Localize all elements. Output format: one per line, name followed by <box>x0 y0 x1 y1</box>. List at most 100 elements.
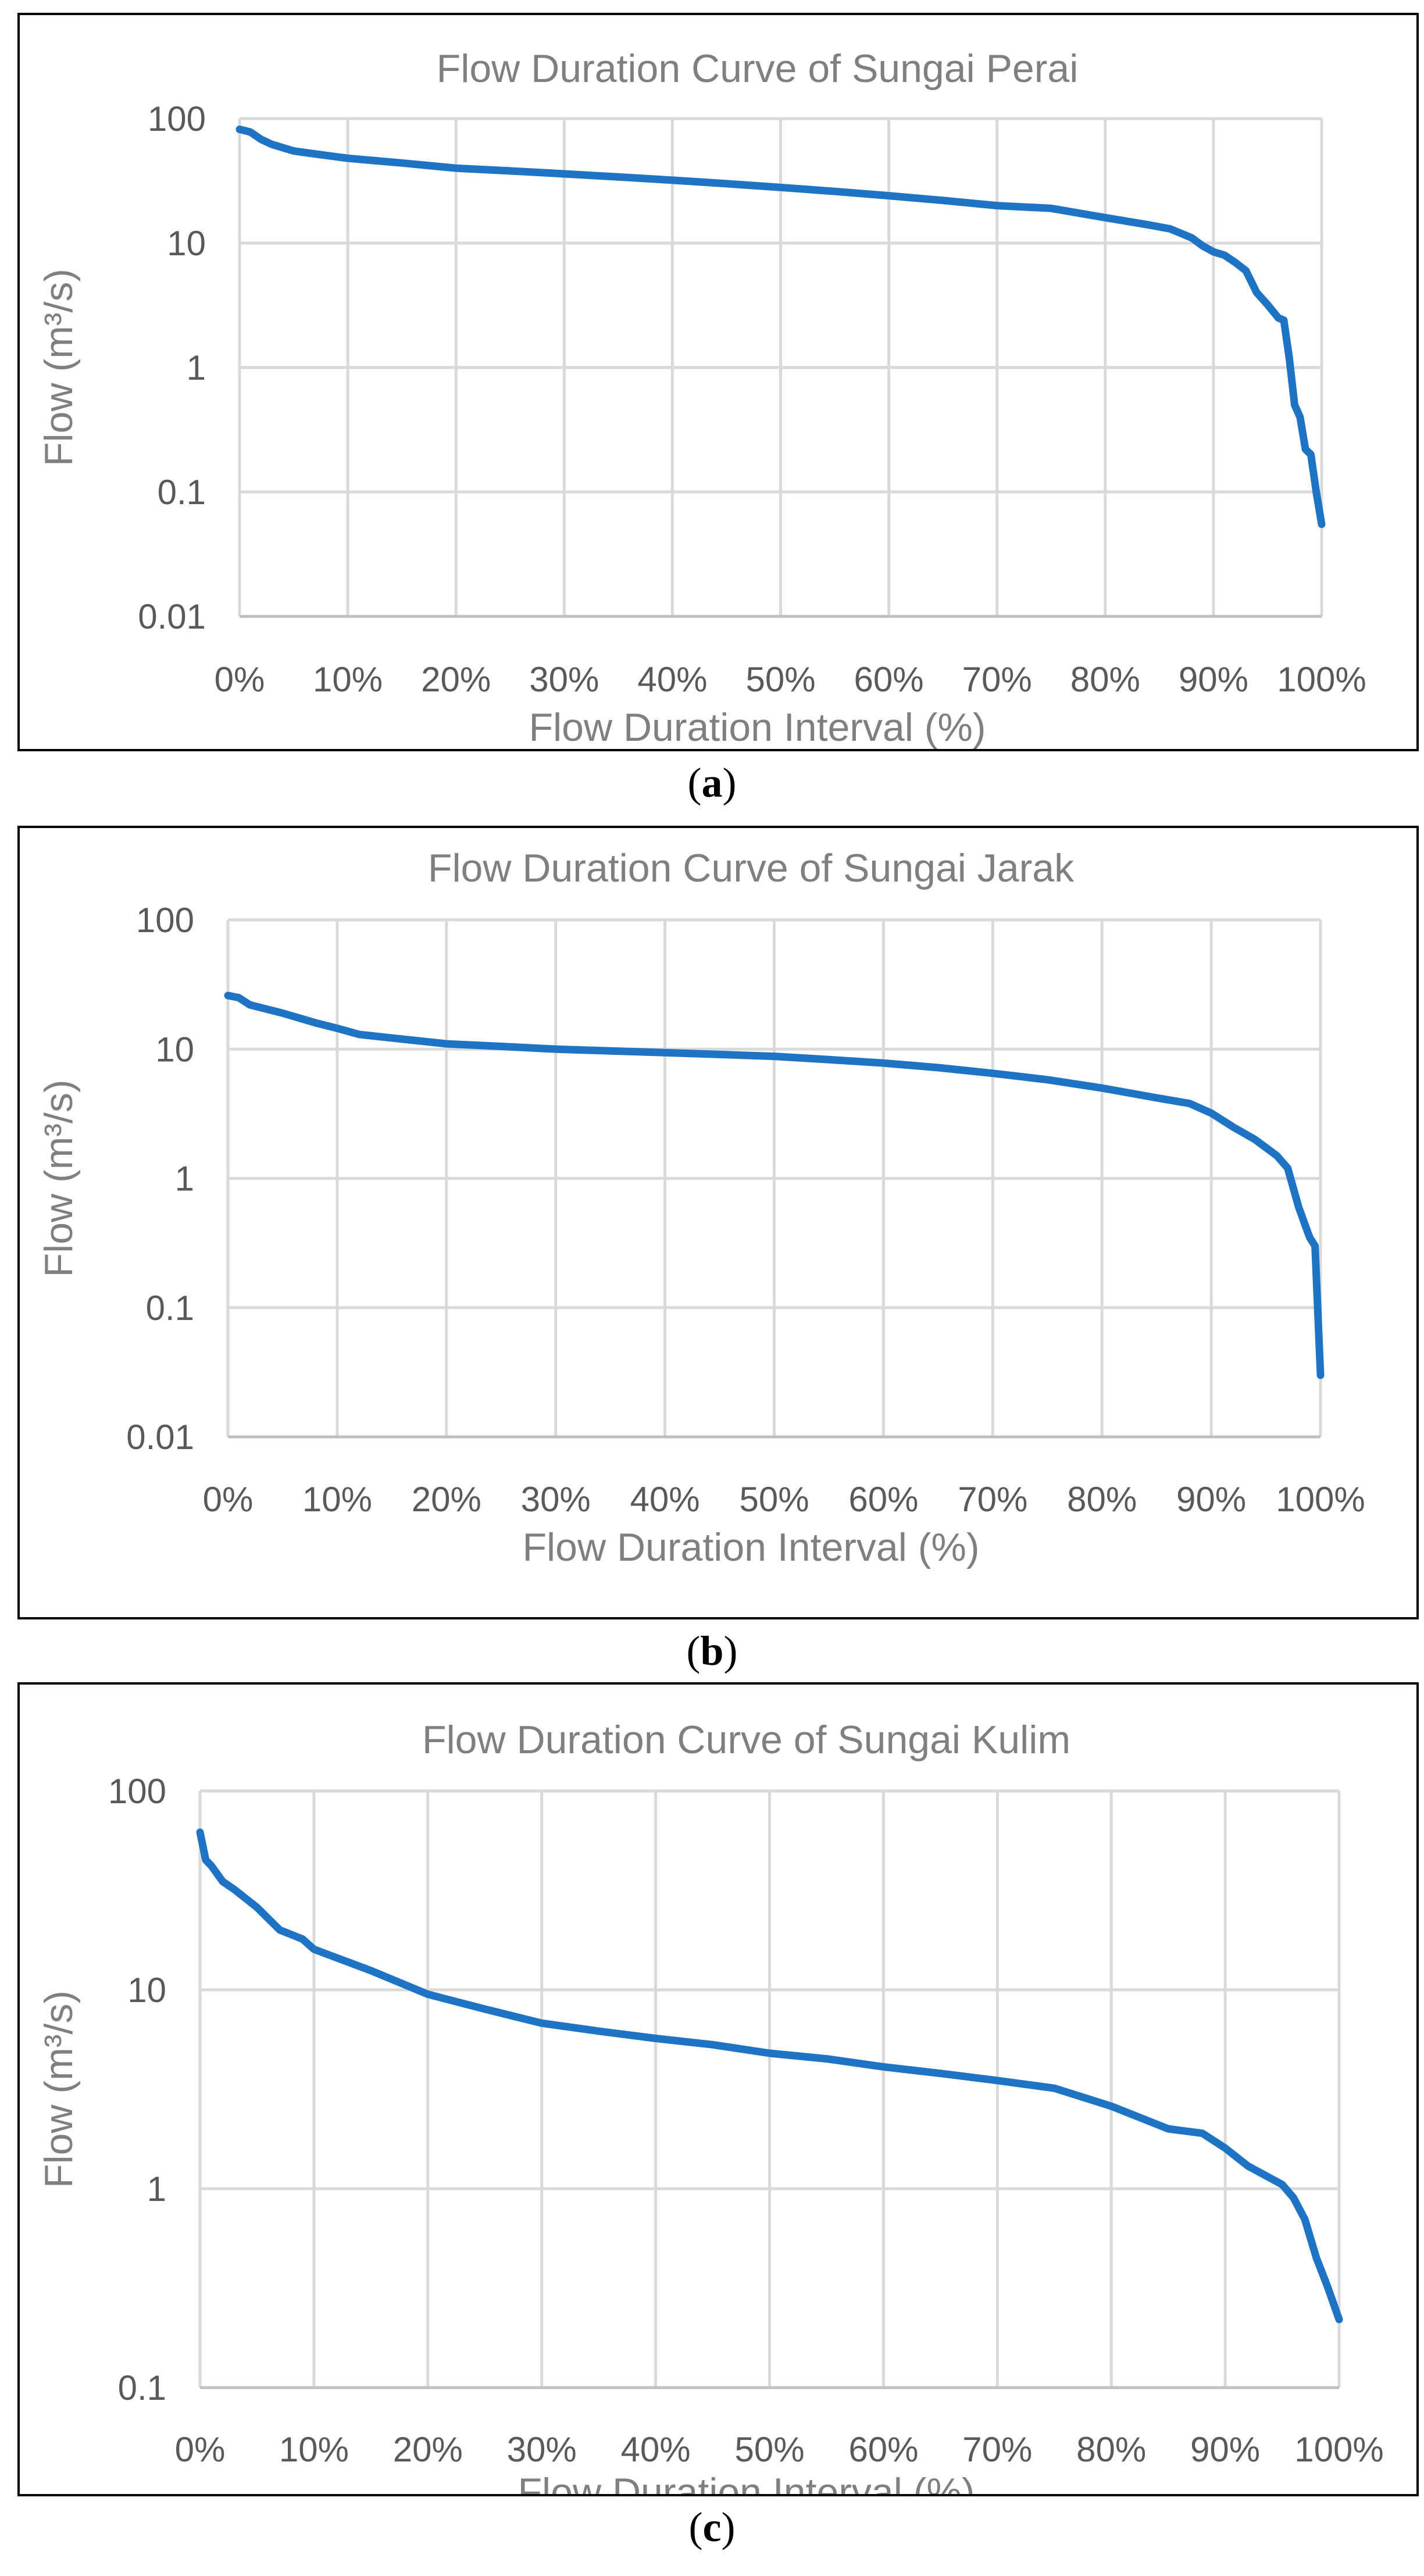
data-point <box>1255 291 1259 295</box>
caption-b-letter: b <box>700 1628 724 1674</box>
x-tick-label: 0% <box>175 2430 226 2469</box>
data-point <box>198 1831 202 1834</box>
data-point <box>1303 2218 1307 2221</box>
data-point <box>248 130 252 134</box>
x-axis-label: Flow Duration Interval (%) <box>529 705 986 749</box>
data-point <box>346 156 350 160</box>
chart-panel-b: Flow Duration Curve of Sungai Jarak 0% 10%… <box>17 826 1419 1619</box>
data-point <box>1231 1125 1235 1129</box>
data-point <box>1100 1086 1104 1090</box>
data-point <box>881 2065 886 2069</box>
data-point <box>444 1042 448 1046</box>
data-point <box>226 994 230 997</box>
x-axis-label: Flow Duration Interval (%) <box>518 2470 975 2494</box>
data-point <box>248 1003 252 1007</box>
x-tick-label: 10% <box>313 660 383 699</box>
data-point <box>1280 2182 1284 2186</box>
y-tick-label: 1 <box>175 1159 194 1198</box>
x-tick-label: 10% <box>302 1480 372 1519</box>
data-point <box>278 1928 282 1932</box>
x-tick-label: 50% <box>745 660 815 699</box>
data-point <box>312 1947 316 1951</box>
data-point <box>1246 2164 1250 2168</box>
data-point <box>768 2051 772 2055</box>
data-point <box>554 1047 558 1051</box>
data-point <box>1211 250 1215 254</box>
data-point <box>1276 316 1280 320</box>
y-tick-label: 1 <box>147 2170 166 2208</box>
data-point <box>1265 302 1269 306</box>
y-axis-label: Flow (m³/s) <box>37 1990 81 2188</box>
data-point <box>1320 522 1323 526</box>
x-tick-label: 50% <box>739 1480 809 1519</box>
x-tick-label: 30% <box>529 660 599 699</box>
data-point <box>1201 244 1205 248</box>
x-tick-label: 70% <box>958 1480 1027 1519</box>
x-tick-label: 60% <box>848 2430 918 2469</box>
data-point <box>1291 2196 1295 2200</box>
data-point <box>562 172 566 176</box>
x-tick-label: 40% <box>630 1480 700 1519</box>
x-tick-label: 100% <box>1276 1480 1365 1519</box>
data-point <box>204 1858 208 1862</box>
y-tick-label: 10 <box>127 1971 166 2010</box>
data-point <box>772 1054 776 1058</box>
y-axis-label: Flow (m³/s) <box>37 269 81 466</box>
data-point <box>221 1879 225 1883</box>
data-point <box>887 194 891 198</box>
data-point <box>1200 2131 1204 2135</box>
data-point <box>454 166 458 170</box>
data-point <box>654 2036 658 2040</box>
data-point <box>508 169 512 173</box>
data-point <box>938 2071 943 2075</box>
data-point <box>779 185 783 190</box>
data-point <box>400 161 404 165</box>
data-point <box>1168 227 1172 231</box>
y-tick-label: 0.01 <box>126 1418 194 1457</box>
x-tick-label: 90% <box>1179 660 1248 699</box>
data-point <box>608 1049 612 1053</box>
data-point <box>313 1021 317 1025</box>
data-point <box>1187 1101 1191 1105</box>
data-point <box>1293 403 1297 407</box>
data-point <box>237 996 241 1000</box>
x-tick-label: 100% <box>1277 660 1366 699</box>
data-point <box>255 1906 259 1910</box>
data-point <box>232 1888 236 1892</box>
data-point <box>301 1937 305 1941</box>
data-point <box>1209 1111 1214 1115</box>
caption-a-letter: a <box>701 759 723 806</box>
data-point <box>335 1026 339 1030</box>
y-tick-label: 10 <box>167 224 206 263</box>
chart-panel-a: Flow Duration Curve of Sungai Perai 0% 10%… <box>17 13 1419 751</box>
x-tick-label: 100% <box>1294 2430 1383 2469</box>
data-point <box>1253 1137 1257 1141</box>
data-point <box>313 152 317 156</box>
data-point <box>1244 269 1248 273</box>
data-point <box>881 1061 886 1065</box>
data-point <box>991 1071 995 1075</box>
x-tick-label: 90% <box>1190 2430 1260 2469</box>
x-tick-label: 50% <box>734 2430 804 2469</box>
data-point <box>280 1011 284 1015</box>
data-point <box>1309 452 1313 456</box>
x-tick-label: 20% <box>412 1480 481 1519</box>
data-point <box>670 178 674 182</box>
x-axis-label: Flow Duration Interval (%) <box>522 1525 979 1569</box>
data-point <box>1314 2256 1318 2260</box>
data-point <box>1166 2127 1170 2131</box>
data-point <box>209 1864 213 1868</box>
data-point <box>499 1044 503 1048</box>
chart-a-svg: Flow Duration Curve of Sungai Perai 0% 10%… <box>37 47 1366 749</box>
y-tick-label: 100 <box>148 99 206 138</box>
series-line <box>235 125 1326 529</box>
x-tick-label: 30% <box>521 1480 591 1519</box>
x-tick-label: 70% <box>962 660 1032 699</box>
y-tick-label: 100 <box>108 1772 166 1811</box>
data-point <box>357 1032 361 1036</box>
data-point <box>936 1066 940 1069</box>
data-point <box>1049 206 1053 210</box>
data-point <box>1286 1166 1290 1170</box>
y-tick-label: 1 <box>187 348 206 387</box>
caption-a: (a) <box>687 759 737 806</box>
